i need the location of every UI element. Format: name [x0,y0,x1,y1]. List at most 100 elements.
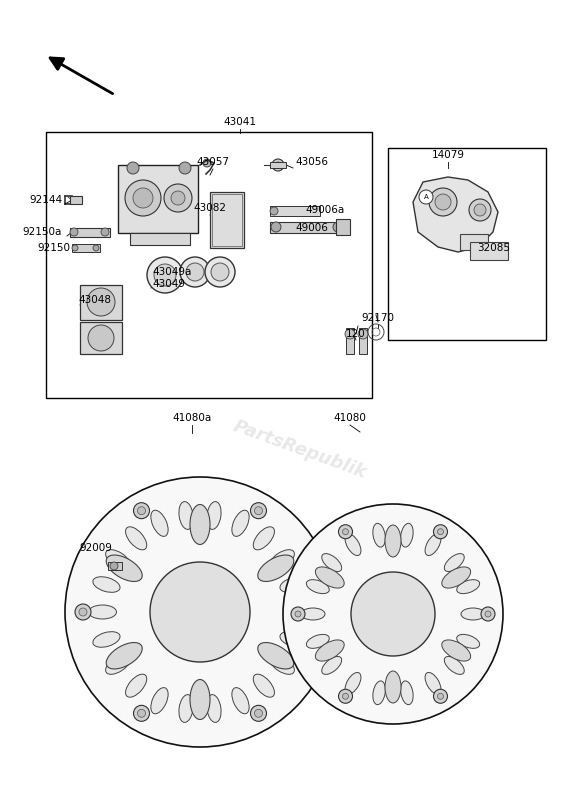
Ellipse shape [88,605,117,619]
Circle shape [339,690,353,703]
Bar [270,206,320,216]
Text: 43057: 43057 [197,157,229,167]
Circle shape [358,329,368,339]
Ellipse shape [190,679,210,719]
Text: 43082: 43082 [194,203,227,213]
Circle shape [205,257,235,287]
Bar [470,242,508,260]
Circle shape [438,529,443,534]
Text: PartsRepublik: PartsRepublik [231,418,369,482]
Text: 43049: 43049 [152,279,185,289]
Bar [346,328,354,354]
Circle shape [75,604,91,620]
Ellipse shape [322,554,342,571]
Circle shape [250,706,266,722]
Ellipse shape [179,694,193,722]
Circle shape [485,611,491,617]
Ellipse shape [106,555,142,582]
Ellipse shape [190,505,210,545]
Circle shape [138,710,146,718]
Bar [270,222,342,233]
Ellipse shape [301,608,325,620]
Bar [118,165,198,233]
Ellipse shape [93,577,120,592]
Ellipse shape [345,534,361,555]
Circle shape [150,562,250,662]
Ellipse shape [207,694,221,722]
Circle shape [88,325,114,351]
Ellipse shape [385,671,401,703]
Circle shape [147,257,183,293]
Circle shape [72,245,78,251]
Text: 92170: 92170 [361,313,395,323]
Bar [80,322,122,354]
Ellipse shape [258,555,294,582]
Circle shape [101,228,109,236]
Circle shape [272,159,284,171]
Circle shape [309,604,325,620]
Ellipse shape [306,634,329,648]
Polygon shape [413,177,498,252]
Circle shape [134,502,150,518]
Ellipse shape [270,550,294,569]
Ellipse shape [373,523,386,547]
Text: 92144: 92144 [29,195,62,205]
Text: 92009: 92009 [80,543,113,553]
Circle shape [138,506,146,514]
Circle shape [211,263,229,281]
Circle shape [343,694,349,699]
Circle shape [70,228,78,236]
Text: 43048: 43048 [78,295,111,305]
Circle shape [164,184,192,212]
Circle shape [474,204,486,216]
Circle shape [179,162,191,174]
Ellipse shape [401,523,413,547]
Ellipse shape [461,608,485,620]
Ellipse shape [385,525,401,557]
Text: 43056: 43056 [295,157,328,167]
Ellipse shape [232,510,249,536]
Circle shape [419,190,433,204]
Circle shape [343,529,349,534]
Bar [336,219,350,235]
Ellipse shape [280,577,307,592]
Ellipse shape [444,554,464,571]
Circle shape [93,245,99,251]
Text: 14079: 14079 [432,150,465,160]
Bar [212,194,242,246]
Ellipse shape [283,605,312,619]
Ellipse shape [373,681,386,705]
Ellipse shape [322,657,342,674]
Text: 41080: 41080 [334,413,366,423]
Text: 43049a: 43049a [152,267,191,277]
Bar [72,244,100,252]
Ellipse shape [253,526,275,550]
Circle shape [65,477,335,747]
Ellipse shape [106,642,142,669]
Bar [108,562,122,570]
Text: 49006: 49006 [295,223,328,233]
Circle shape [283,504,503,724]
Circle shape [171,191,185,205]
Bar [130,233,190,245]
Bar [359,328,367,354]
Circle shape [271,222,281,232]
Ellipse shape [425,534,441,555]
Circle shape [429,188,457,216]
Circle shape [345,329,355,339]
Circle shape [180,257,210,287]
Bar [80,285,122,320]
Circle shape [125,180,161,216]
Circle shape [186,263,204,281]
Circle shape [250,502,266,518]
Circle shape [435,194,451,210]
Ellipse shape [151,688,168,714]
Circle shape [133,188,153,208]
Text: 43041: 43041 [224,117,257,127]
Text: 49006a: 49006a [305,205,344,215]
Ellipse shape [125,526,147,550]
Ellipse shape [106,655,131,674]
Circle shape [203,159,211,167]
Circle shape [295,611,301,617]
Ellipse shape [253,674,275,698]
